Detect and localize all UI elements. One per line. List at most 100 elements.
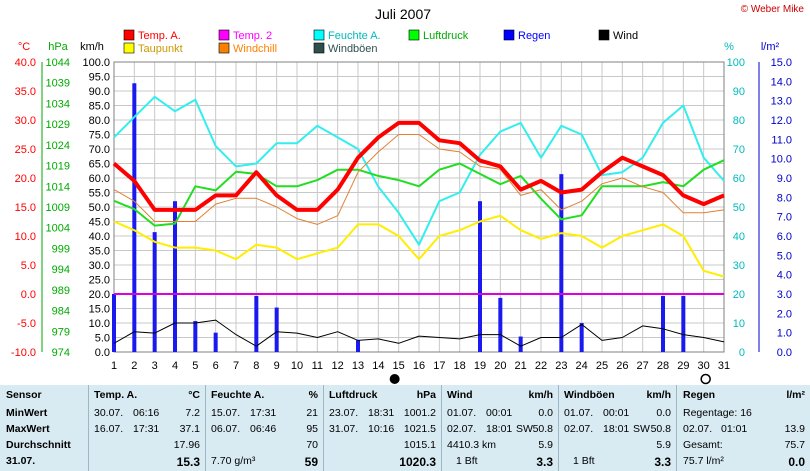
- x-tick-20: 20: [494, 360, 506, 372]
- x-tick-16: 16: [413, 360, 425, 372]
- x-tick-30: 30: [698, 360, 710, 372]
- row-label-max: MaxWert: [6, 423, 50, 435]
- tick-press-5: 1019: [46, 161, 70, 173]
- stats-col-rain: Regen l/m² Regentage: 16 02.07. 01:01 13.9 …: [676, 385, 810, 471]
- stats-header-wind: Wind: [447, 389, 473, 401]
- tick-hum-1: 90: [733, 86, 745, 98]
- x-tick-5: 5: [192, 360, 198, 372]
- x-tick-26: 26: [616, 360, 628, 372]
- series-line-feuchte-a-: [113, 95, 725, 246]
- tick-rain-3: 12.0: [771, 115, 792, 127]
- tick-temp-8: 0.0: [21, 289, 36, 301]
- x-tick-22: 22: [535, 360, 547, 372]
- tick-wind-11: 45.0: [89, 217, 110, 229]
- x-tick-27: 27: [637, 360, 649, 372]
- tick-press-12: 984: [52, 306, 70, 318]
- x-tick-4: 4: [172, 360, 178, 372]
- tick-rain-15: 0.0: [777, 347, 792, 359]
- tick-temp-1: 35.0: [15, 86, 36, 98]
- tick-wind-12: 40.0: [89, 231, 110, 243]
- tick-press-6: 1014: [46, 181, 70, 193]
- tick-wind-9: 55.0: [89, 188, 110, 200]
- tick-rain-4: 11.0: [771, 134, 792, 146]
- temp-today-value: 15.3: [176, 455, 200, 469]
- tick-press-2: 1034: [46, 98, 70, 110]
- tick-press-11: 989: [52, 285, 70, 297]
- tick-wind-18: 10.0: [89, 318, 110, 330]
- stats-header-humidity: Feuchte A.: [211, 389, 265, 401]
- row-label-avg: Durchschnitt: [6, 439, 71, 451]
- tick-press-0: 1044: [46, 57, 70, 69]
- tick-wind-14: 30.0: [89, 260, 110, 272]
- tick-wind-15: 25.0: [89, 275, 110, 287]
- plot-border: [113, 61, 725, 353]
- temp-max-value: 37.1: [179, 423, 200, 435]
- tick-wind-5: 75.0: [89, 130, 110, 142]
- x-tick-28: 28: [657, 360, 669, 372]
- chart-title: Juli 2007: [375, 6, 431, 22]
- x-tick-6: 6: [213, 360, 219, 372]
- tick-temp-9: -5.0: [17, 318, 36, 330]
- legend-label-2: Feuchte A.: [328, 30, 381, 42]
- legend-swatch-5: [598, 29, 610, 41]
- rain-bar-day-1: [112, 294, 116, 352]
- legend-swatch-0: [123, 29, 135, 41]
- x-tick-7: 7: [233, 360, 239, 372]
- series-line-windchill: [113, 134, 725, 225]
- tick-wind-7: 65.0: [89, 159, 110, 171]
- rain-bar-day-9: [274, 307, 279, 352]
- tick-temp-4: 20.0: [15, 173, 36, 185]
- series-line-wind: [113, 319, 725, 347]
- tick-hum-9: 10: [733, 318, 745, 330]
- x-tick-9: 9: [274, 360, 280, 372]
- series-line-temp-a-: [112, 120, 725, 212]
- x-tick-19: 19: [474, 360, 486, 372]
- tick-press-3: 1029: [46, 119, 70, 131]
- tick-rain-9: 6.0: [777, 231, 792, 243]
- x-tick-24: 24: [576, 360, 588, 372]
- tick-press-14: 974: [52, 347, 70, 359]
- series-line-luftdruck: [113, 159, 725, 227]
- x-tick-3: 3: [152, 360, 158, 372]
- full-moon-icon: [389, 374, 400, 384]
- statistics-table: Sensor MinWert MaxWert Durchschnitt 31.0…: [0, 385, 810, 471]
- rain-bar-day-24: [579, 323, 584, 352]
- legend-swatch-7: [218, 42, 230, 54]
- tick-press-7: 1009: [46, 202, 70, 214]
- axis-unit-wind: km/h: [80, 41, 104, 53]
- tick-wind-13: 35.0: [89, 246, 110, 258]
- legend-swatch-8: [313, 42, 325, 54]
- tick-rain-1: 14.0: [771, 76, 792, 88]
- tick-wind-2: 90.0: [89, 86, 110, 98]
- rain-bar-day-28: [661, 295, 665, 352]
- tick-temp-5: 15.0: [15, 202, 36, 214]
- x-tick-13: 13: [352, 360, 364, 372]
- tick-rain-14: 1.0: [777, 328, 792, 340]
- tick-wind-3: 85.0: [89, 101, 110, 113]
- rain-bar-day-29: [681, 295, 686, 352]
- tick-rain-10: 5.0: [777, 250, 792, 262]
- x-tick-15: 15: [393, 360, 405, 372]
- rain-bar-day-8: [254, 295, 259, 352]
- tick-rain-2: 13.0: [771, 96, 792, 108]
- legend-label-7: Windchill: [233, 43, 277, 55]
- x-tick-21: 21: [515, 360, 527, 372]
- x-tick-8: 8: [253, 360, 259, 372]
- x-tick-14: 14: [372, 360, 384, 372]
- legend-label-3: Luftdruck: [423, 30, 469, 42]
- copyright-text: © Weber Mike: [741, 4, 805, 15]
- legend-swatch-6: [123, 42, 135, 54]
- series-line-taupunkt: [113, 214, 725, 278]
- legend-label-8: Windböen: [328, 43, 378, 55]
- legend-label-0: Temp. A.: [138, 30, 181, 42]
- tick-rain-13: 2.0: [777, 308, 792, 320]
- rain-bar-day-13: [356, 340, 360, 352]
- stats-col-gust: Windböen km/h 01.07. 00:01 0.0 02.07. 18:01 S…: [558, 385, 677, 471]
- rain-bar-day-19: [478, 201, 482, 352]
- axis-unit-temp: °C: [18, 41, 30, 53]
- legend-swatch-2: [313, 29, 325, 41]
- tick-hum-2: 80: [733, 115, 745, 127]
- x-tick-17: 17: [433, 360, 445, 372]
- stats-header-pressure: Luftdruck: [329, 389, 378, 401]
- tick-press-13: 979: [52, 326, 70, 338]
